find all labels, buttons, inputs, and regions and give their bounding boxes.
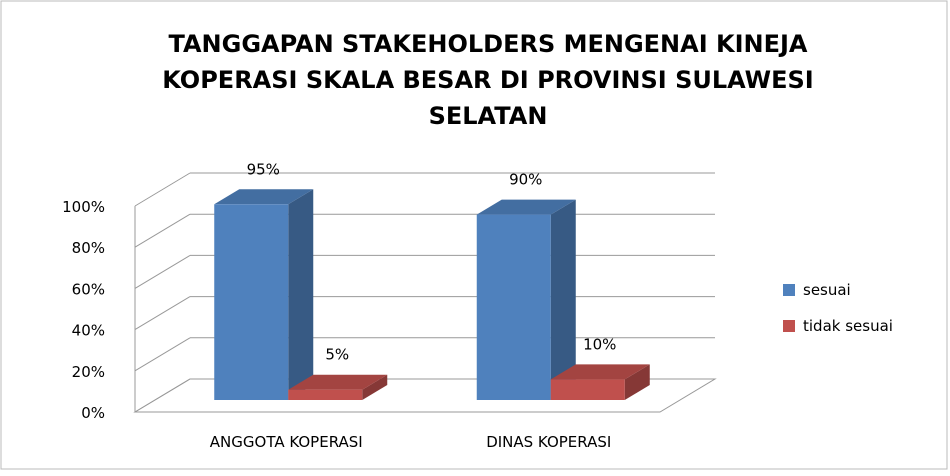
bar-side: [362, 374, 388, 400]
y-tick-label: 80%: [72, 239, 105, 257]
chart-title: TANGGAPAN STAKEHOLDERS MENGENAI KINEJA: [168, 30, 807, 58]
bar: [476, 214, 551, 400]
bar: [214, 204, 289, 400]
legend-swatch: [783, 320, 795, 332]
value-label: 95%: [247, 160, 280, 178]
bar-top: [214, 189, 314, 205]
y-tick-label: 20%: [72, 363, 105, 381]
grid-line: [134, 378, 191, 413]
bar-top: [476, 199, 576, 215]
chart-title: KOPERASI SKALA BESAR DI PROVINSI SULAWES…: [162, 66, 813, 94]
grid-line: [134, 254, 191, 289]
x-tick-label: ANGGOTA KOPERASI: [210, 433, 363, 451]
grid-line: [134, 213, 191, 248]
bar: [550, 379, 625, 400]
legend-label: sesuai: [803, 281, 851, 299]
y-tick-label: 100%: [62, 198, 105, 216]
bar-side: [550, 199, 576, 400]
value-label: 5%: [325, 346, 349, 364]
grid-line: [134, 296, 191, 331]
value-label: 10%: [583, 335, 616, 353]
chart-title: SELATAN: [429, 102, 548, 130]
grid-line: [134, 337, 191, 372]
bar-side: [624, 364, 650, 400]
y-tick-label: 60%: [72, 280, 105, 298]
legend-swatch: [783, 284, 795, 296]
grid-line: [134, 172, 191, 207]
y-tick-label: 0%: [81, 404, 105, 422]
x-tick-label: DINAS KOPERASI: [486, 433, 611, 451]
value-label: 90%: [509, 171, 542, 189]
bar-side: [288, 189, 314, 400]
bar-top: [550, 364, 650, 380]
y-tick-label: 40%: [72, 322, 105, 340]
legend-label: tidak sesuai: [803, 317, 893, 335]
bar-top: [288, 374, 388, 390]
bar: [288, 389, 363, 400]
